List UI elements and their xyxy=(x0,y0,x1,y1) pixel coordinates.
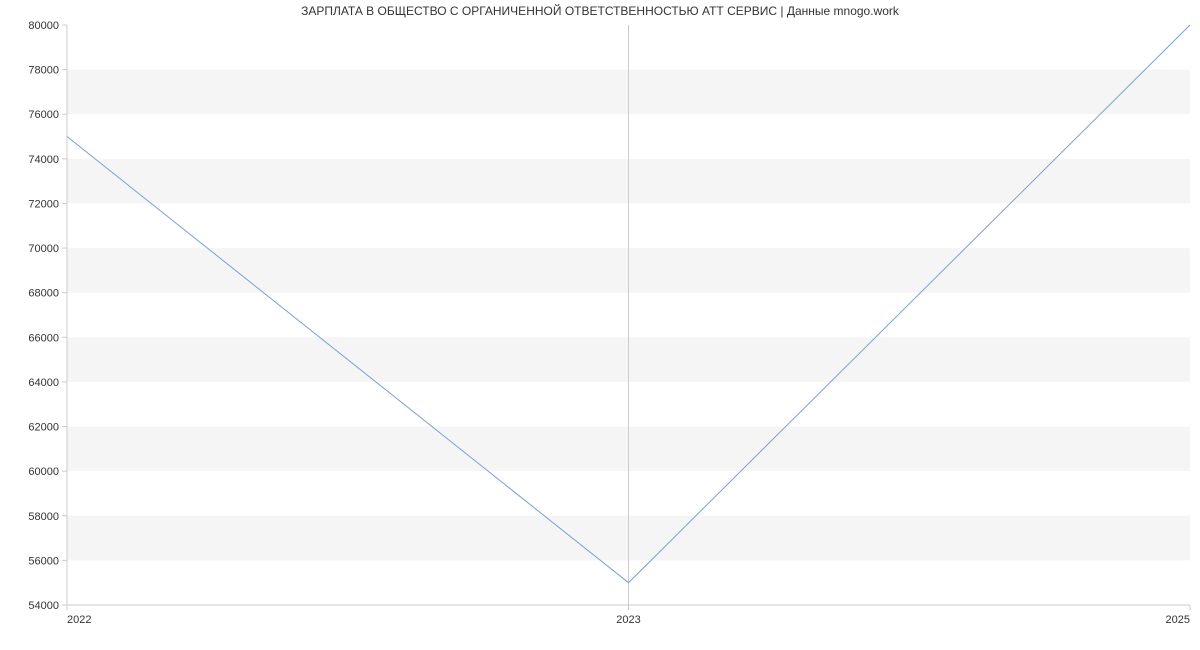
y-tick-label: 62000 xyxy=(28,422,59,434)
y-tick-label: 76000 xyxy=(28,109,59,121)
y-tick-label: 60000 xyxy=(28,466,59,478)
y-tick-label: 70000 xyxy=(28,243,59,255)
y-tick-label: 56000 xyxy=(28,555,59,567)
y-tick-label: 66000 xyxy=(28,332,59,344)
y-tick-label: 58000 xyxy=(28,511,59,523)
y-tick-label: 54000 xyxy=(28,600,59,612)
chart-title: ЗАРПЛАТА В ОБЩЕСТВО С ОРГАНИЧЕННОЙ ОТВЕТ… xyxy=(301,3,900,18)
y-tick-label: 72000 xyxy=(28,198,59,210)
y-tick-label: 68000 xyxy=(28,288,59,300)
x-tick-label: 2025 xyxy=(1166,614,1190,626)
salary-chart: 54000 56000 58000 60000 62000 64000 66000 68000… xyxy=(0,0,1200,650)
y-tick-label: 74000 xyxy=(28,154,59,166)
y-tick-label: 78000 xyxy=(28,65,59,77)
y-tick-label: 80000 xyxy=(28,20,59,32)
x-tick-label: 2022 xyxy=(67,614,91,626)
x-tick-label: 2023 xyxy=(616,614,640,626)
y-tick-label: 64000 xyxy=(28,377,59,389)
